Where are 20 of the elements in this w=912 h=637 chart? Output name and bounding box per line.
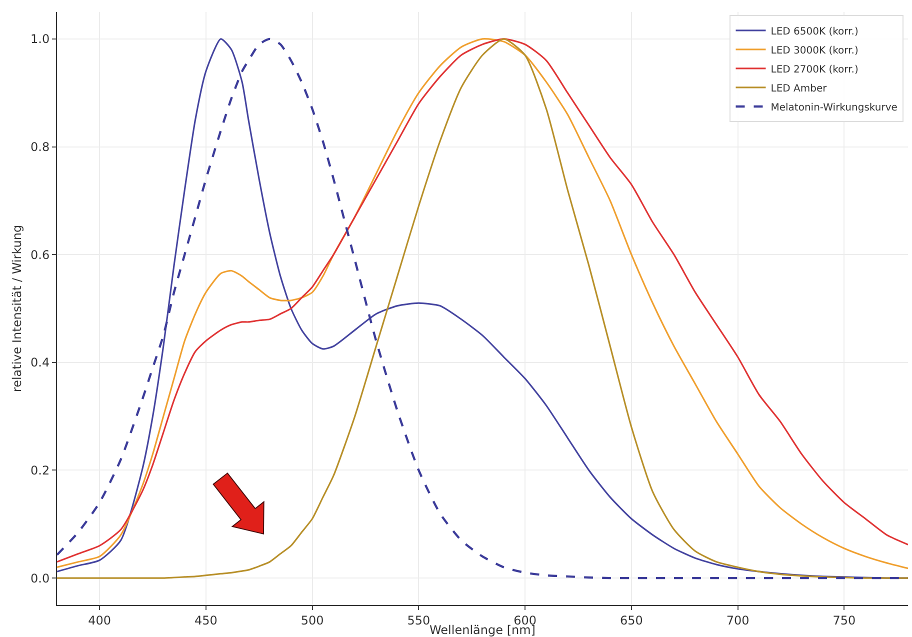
legend-label: Melatonin-Wirkungskurve [770, 102, 898, 114]
y-tick-label: 0.8 [30, 140, 50, 154]
x-tick-label: 650 [620, 613, 643, 628]
x-tick-label: 500 [300, 613, 324, 628]
y-tick-label: 1.0 [30, 32, 50, 46]
y-tick-label: 0.0 [30, 571, 50, 586]
y-tick-label: 0.4 [30, 356, 50, 370]
y-tick-label: 0.2 [30, 463, 50, 478]
x-tick-label: 550 [407, 613, 430, 628]
y-tick-label: 0.6 [30, 248, 50, 262]
x-tick-label: 400 [88, 613, 112, 628]
x-axis-title: Wellenlänge [nm] [430, 623, 536, 637]
y-axis-title: relative Intensität / Wirkung [10, 224, 24, 392]
x-tick-label: 450 [194, 613, 218, 628]
x-tick-label: 700 [726, 613, 750, 628]
x-tick-label: 750 [832, 613, 856, 628]
legend-label: LED 3000K (korr.) [770, 45, 858, 56]
legend-label: LED 2700K (korr.) [770, 64, 858, 76]
legend-label: LED Amber [770, 83, 828, 94]
legend-label: LED 6500K (korr.) [770, 26, 858, 38]
